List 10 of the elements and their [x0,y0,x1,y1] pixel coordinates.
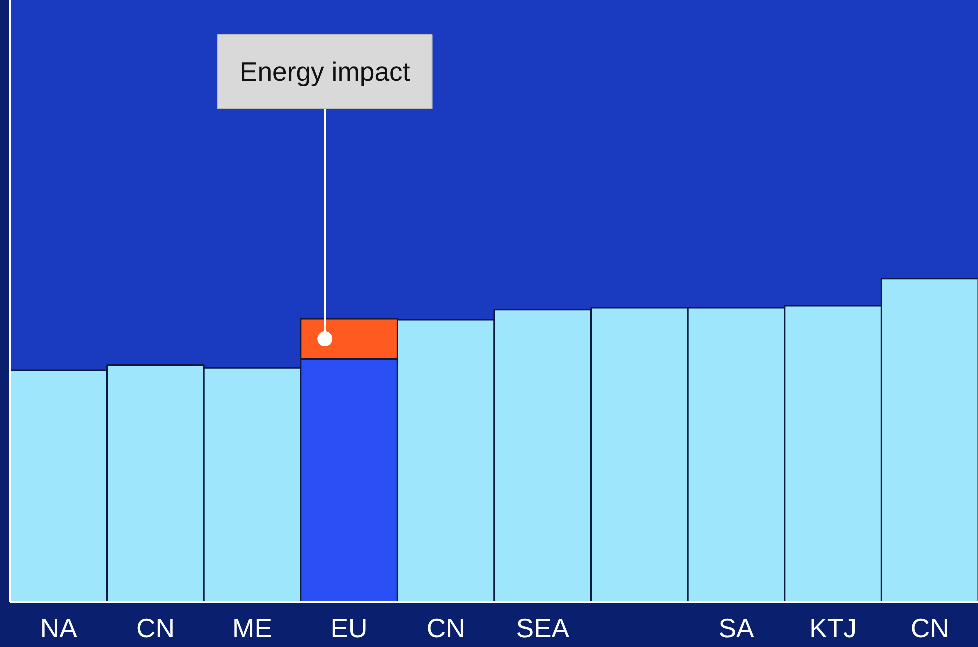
x-tick-label: SA [718,614,754,644]
x-tick-label: EU [330,614,368,644]
text: Energy impact [240,56,411,87]
x-tick-label: ME [232,614,272,644]
x-tick-label: CN [426,614,466,644]
x-tick-label: KTJ [810,614,857,644]
x-tick-label: CN [136,614,175,644]
x-tick-label: SEA [516,614,570,644]
x-tick-label: NA [40,614,78,644]
x-tick-label: CN [910,614,950,644]
